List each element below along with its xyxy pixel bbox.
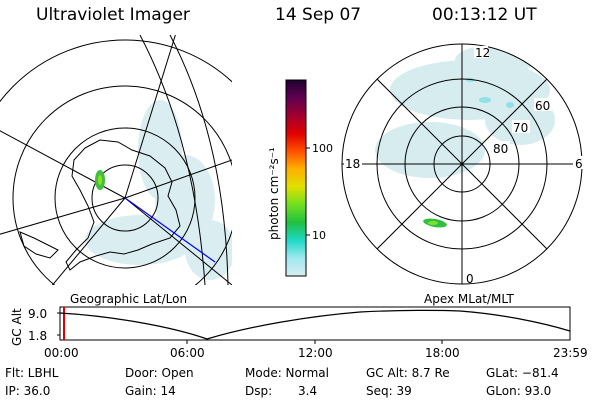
ip-value: IP: 36.0 <box>5 384 51 398</box>
lat-label-70: 70 <box>513 121 528 135</box>
alt-xtick-0000: 00:00 <box>44 346 79 360</box>
dsp-label: Dsp: <box>245 384 273 398</box>
mlt-label-6: 6 <box>575 157 583 171</box>
south-america-tip <box>19 231 59 259</box>
colorbar-tick-100: 100 <box>312 142 333 155</box>
alt-xtick-1800: 18:00 <box>425 346 460 360</box>
alt-ylabel: GC Alt <box>10 308 24 346</box>
glon-value: GLon: 93.0 <box>486 384 552 398</box>
door-status: Door: Open <box>125 366 194 380</box>
satellite-ground-track <box>124 197 216 263</box>
alt-ytick-9: 9.0 <box>28 307 47 321</box>
antarctica-coastline <box>65 139 181 271</box>
instrument-title: Ultraviolet Imager <box>36 5 190 25</box>
observation-date: 14 Sep 07 <box>275 5 362 25</box>
latitude-circles <box>0 39 232 285</box>
observation-time: 00:13:12 UT <box>432 5 537 25</box>
gc-alt-value: GC Alt: 8.7 Re <box>366 366 450 380</box>
alt-xtick-0600: 06:00 <box>170 346 205 360</box>
lat-label-60: 60 <box>535 99 550 113</box>
mode-value: Mode: Normal <box>245 366 329 380</box>
seq-value: Seq: 39 <box>366 384 412 398</box>
geographic-map <box>0 35 232 285</box>
alt-xtick-1200: 12:00 <box>298 346 333 360</box>
filter-value: Flt: LBHL <box>5 366 59 380</box>
frame-arcs <box>139 35 229 285</box>
gain-value: Gain: 14 <box>125 384 176 398</box>
mlt-label-12: 12 <box>475 46 490 60</box>
glat-value: GLat: −81.4 <box>486 366 559 380</box>
alt-xtick-2359: 23:59 <box>553 346 588 360</box>
right-map-label: Apex MLat/MLT <box>424 292 514 306</box>
colorbar-tick-10: 10 <box>312 229 326 242</box>
color-bar: 100 10 photon cm⁻²s⁻¹ <box>267 79 333 277</box>
mlt-lines <box>342 44 582 284</box>
altitude-curve <box>59 309 571 340</box>
magnetic-polar-plot: 12 18 6 0 60 70 80 <box>341 43 583 286</box>
mlt-label-0: 0 <box>466 272 474 286</box>
left-map-label: Geographic Lat/Lon <box>70 292 187 306</box>
mlt-label-18: 18 <box>345 157 360 171</box>
colorbar-unit-label: photon cm⁻²s⁻¹ <box>267 147 281 240</box>
lat-label-80: 80 <box>493 142 508 156</box>
alt-ytick-1-8: 1.8 <box>28 329 47 343</box>
polar-emission-haze <box>375 45 555 178</box>
dsp-value: 3.4 <box>298 384 318 398</box>
altitude-plot: 9.0 1.8 GC Alt 00:00 06:00 12:00 18:00 2… <box>10 306 588 360</box>
